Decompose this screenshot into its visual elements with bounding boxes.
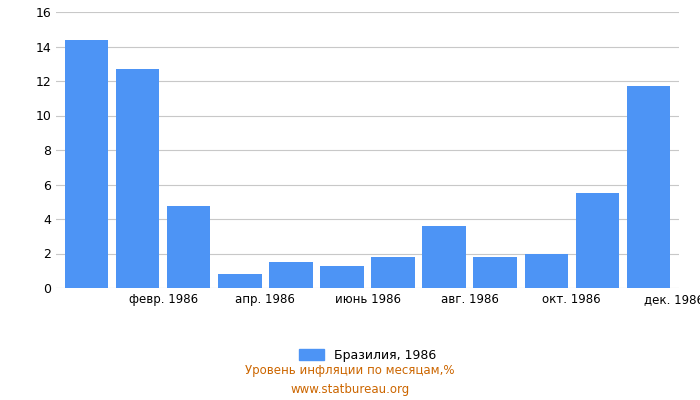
Bar [422, 226, 466, 288]
Bar [626, 86, 670, 288]
Bar [371, 257, 414, 288]
Bar [270, 262, 313, 288]
Bar [524, 254, 568, 288]
Legend: Бразилия, 1986: Бразилия, 1986 [294, 344, 441, 367]
Bar [321, 266, 364, 288]
Bar [473, 257, 517, 288]
Bar [116, 69, 160, 288]
Bar [167, 206, 211, 288]
Text: Уровень инфляции по месяцам,%
www.statbureau.org: Уровень инфляции по месяцам,% www.statbu… [245, 364, 455, 396]
Bar [218, 274, 262, 288]
Bar [575, 193, 619, 288]
Bar [65, 40, 108, 288]
